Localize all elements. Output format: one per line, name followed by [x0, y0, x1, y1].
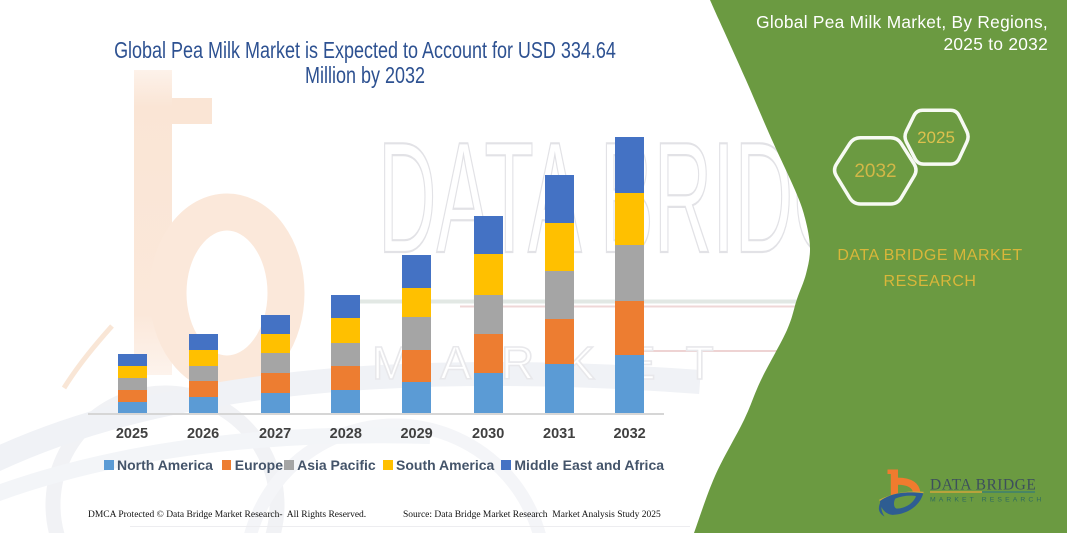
svg-text:2032: 2032 — [854, 161, 896, 182]
svg-text:DATA BRIDGE: DATA BRIDGE — [930, 477, 1036, 494]
svg-text:2025: 2025 — [917, 128, 955, 147]
svg-text:MARKET RESEARCH: MARKET RESEARCH — [930, 497, 1044, 504]
